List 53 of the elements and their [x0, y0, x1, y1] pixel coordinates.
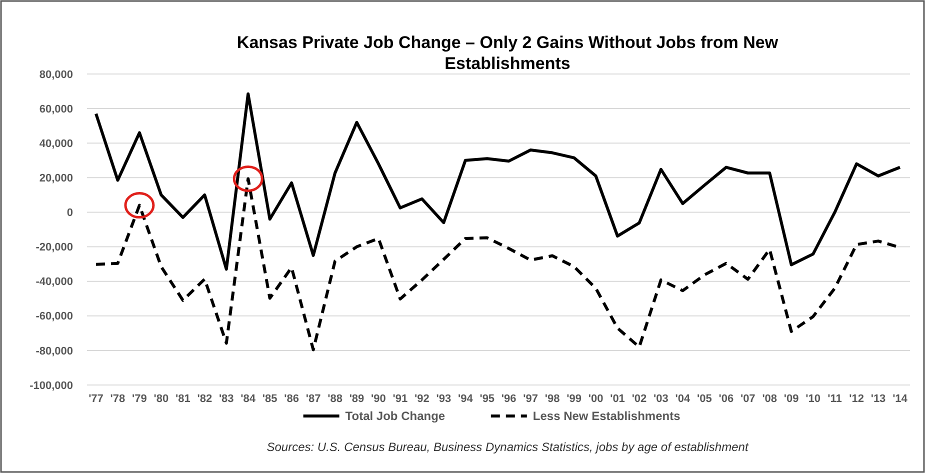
x-tick-label: '04 [675, 392, 692, 405]
x-tick-label: '79 [132, 392, 147, 405]
source-note: Sources: U.S. Census Bureau, Business Dynamics Statistics, jobs by age of establishment [266, 440, 749, 454]
x-tick-label: '09 [784, 392, 799, 405]
x-tick-label: '82 [197, 392, 212, 405]
legend-label: Total Job Change [345, 409, 446, 424]
x-tick-label: '08 [762, 392, 778, 405]
x-tick-label: '77 [88, 392, 104, 405]
y-tick-label: -100,000 [30, 380, 73, 392]
x-tick-label: '80 [154, 392, 169, 405]
x-tick-label: '93 [436, 392, 452, 405]
y-tick-label: -40,000 [36, 276, 73, 288]
x-tick-label: '06 [718, 392, 734, 405]
x-tick-label: '84 [240, 392, 256, 405]
x-tick-label: '99 [566, 392, 582, 405]
y-tick-label: 80,000 [39, 68, 73, 81]
x-tick-label: '87 [306, 392, 321, 405]
x-tick-label: '97 [523, 392, 538, 405]
x-tick-label: '10 [806, 392, 821, 405]
x-tick-label: '12 [849, 392, 864, 405]
x-tick-label: '78 [110, 392, 126, 405]
x-tick-label: '01 [610, 392, 625, 405]
chart-title: Kansas Private Job Change – Only 2 Gains Without Jobs from New Establishments [236, 33, 779, 73]
y-tick-label: -20,000 [36, 242, 73, 254]
y-tick-label: -60,000 [36, 310, 73, 323]
y-tick-label: 40,000 [39, 138, 73, 150]
x-tick-label: '96 [501, 392, 516, 405]
x-tick-label: '94 [458, 392, 474, 405]
line-series [94, 92, 902, 271]
y-tick-label: 60,000 [39, 103, 73, 116]
x-tick-label: '13 [870, 392, 886, 405]
x-tick-label: '85 [262, 392, 278, 405]
x-tick-label: '86 [284, 392, 299, 405]
x-tick-label: '11 [828, 392, 842, 405]
x-tick-label: '98 [544, 392, 560, 405]
x-tick-label: '07 [740, 392, 756, 405]
x-tick-label: '03 [654, 392, 668, 405]
x-tick-label: '05 [697, 392, 712, 405]
x-tick-label: '00 [588, 392, 604, 405]
x-tick-label: '91 [392, 392, 408, 405]
y-tick-label: 20,000 [39, 172, 73, 185]
x-tick-label: '89 [349, 392, 364, 405]
x-tick-label: '02 [632, 392, 647, 405]
x-tick-label: '95 [480, 392, 495, 405]
legend-label: Less New Establishments [532, 409, 681, 424]
x-tick-label: '83 [218, 392, 234, 405]
y-tick-label: 0 [66, 207, 73, 220]
x-tick-label: '88 [328, 392, 342, 405]
x-tick-label: '92 [414, 392, 430, 405]
y-tick-label: -80,000 [36, 345, 73, 358]
x-tick-label: '90 [371, 392, 386, 405]
x-tick-label: '81 [175, 392, 190, 405]
x-tick-label: '14 [892, 392, 908, 405]
